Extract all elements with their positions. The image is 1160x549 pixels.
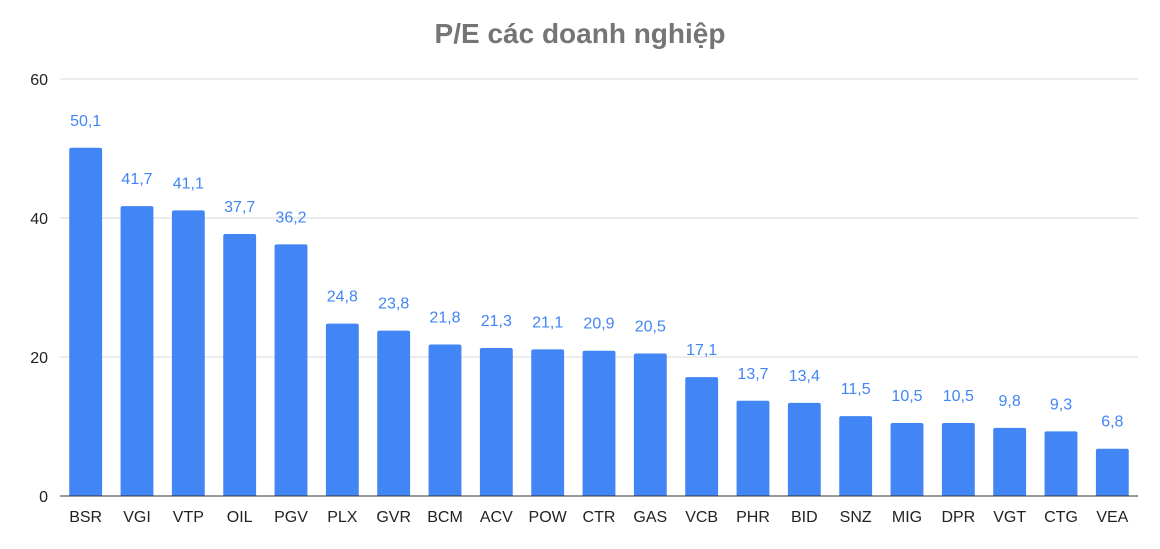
bars	[69, 147, 1129, 497]
bar-ctr	[582, 350, 616, 496]
bar-vea	[1095, 448, 1129, 496]
x-tick-label-oil: OIL	[227, 509, 253, 526]
data-label-ctr: 20,9	[583, 316, 614, 333]
bar-ctg	[1044, 431, 1078, 496]
x-tick-label-bcm: BCM	[427, 509, 463, 526]
x-tick-label-bid: BID	[791, 509, 818, 526]
bar-mig	[890, 423, 924, 496]
x-axis-ticks: BSR VGI VTP OIL PGV PLX GVR BCM ACV POW CTR GAS VCB P…	[69, 509, 1128, 526]
data-label-bcm: 21,8	[429, 309, 460, 326]
x-tick-label-vtp: VTP	[173, 509, 204, 526]
bar-bcm	[428, 344, 462, 496]
data-label-pow: 21,1	[532, 314, 563, 331]
x-tick-label-pow: POW	[529, 509, 568, 526]
x-tick-label-bsr: BSR	[69, 509, 102, 526]
data-label-gas: 20,5	[635, 319, 666, 336]
bar-dpr	[941, 423, 975, 496]
data-label-vcb: 17,1	[686, 342, 717, 359]
data-label-bid: 13,4	[789, 368, 820, 385]
data-label-phr: 13,7	[737, 366, 768, 383]
y-tick-label: 40	[30, 211, 48, 228]
x-tick-label-vgi: VGI	[123, 509, 151, 526]
bar-vgi	[120, 206, 154, 496]
data-label-vtp: 41,1	[173, 175, 204, 192]
x-tick-label-dpr: DPR	[941, 509, 975, 526]
data-labels: 50,1 41,7 41,1 37,7 36,2 24,8 23,8 21,8 21,3 21,1…	[70, 113, 1123, 431]
data-label-oil: 37,7	[224, 199, 255, 216]
bar-bsr	[69, 147, 103, 496]
data-label-dpr: 10,5	[943, 388, 974, 405]
x-tick-label-ctg: CTG	[1044, 509, 1078, 526]
data-label-mig: 10,5	[891, 388, 922, 405]
data-label-acv: 21,3	[481, 313, 512, 330]
bar-vgt	[993, 427, 1027, 496]
bar-plx	[325, 323, 359, 496]
bar-gvr	[377, 330, 411, 496]
data-label-snz: 11,5	[841, 381, 871, 398]
x-tick-label-vgt: VGT	[993, 509, 1026, 526]
x-tick-label-snz: SNZ	[840, 509, 872, 526]
x-tick-label-ctr: CTR	[583, 509, 616, 526]
data-label-ctg: 9,3	[1050, 396, 1072, 413]
bar-bid	[787, 402, 821, 496]
chart-title: P/E các doanh nghiệp	[434, 18, 726, 49]
bar-phr	[736, 400, 770, 496]
x-tick-label-gas: GAS	[633, 509, 667, 526]
data-label-bsr: 50,1	[70, 113, 101, 130]
x-tick-label-acv: ACV	[480, 509, 513, 526]
x-tick-label-plx: PLX	[327, 509, 358, 526]
y-tick-label: 60	[30, 72, 48, 89]
data-label-gvr: 23,8	[378, 296, 409, 313]
x-tick-label-phr: PHR	[736, 509, 770, 526]
bar-vtp	[171, 210, 205, 497]
data-label-pgv: 36,2	[275, 209, 306, 226]
bar-pow	[531, 349, 565, 496]
data-label-vgt: 9,8	[999, 393, 1021, 410]
y-tick-label: 20	[30, 350, 48, 367]
x-tick-label-mig: MIG	[892, 509, 922, 526]
y-tick-label: 0	[39, 489, 48, 506]
bar-vcb	[685, 377, 719, 496]
x-tick-label-vcb: VCB	[685, 509, 718, 526]
bar-acv	[479, 347, 513, 496]
bar-oil	[223, 233, 257, 497]
bar-gas	[633, 353, 667, 496]
data-label-vea: 6,8	[1101, 414, 1123, 431]
bar-pgv	[274, 244, 308, 496]
bar-snz	[839, 416, 873, 496]
data-label-vgi: 41,7	[121, 171, 152, 188]
data-label-plx: 24,8	[327, 289, 358, 306]
x-tick-label-vea: VEA	[1096, 509, 1128, 526]
x-tick-label-gvr: GVR	[376, 509, 411, 526]
y-axis-ticks: 0 20 40 60	[30, 72, 48, 506]
x-tick-label-pgv: PGV	[274, 509, 308, 526]
